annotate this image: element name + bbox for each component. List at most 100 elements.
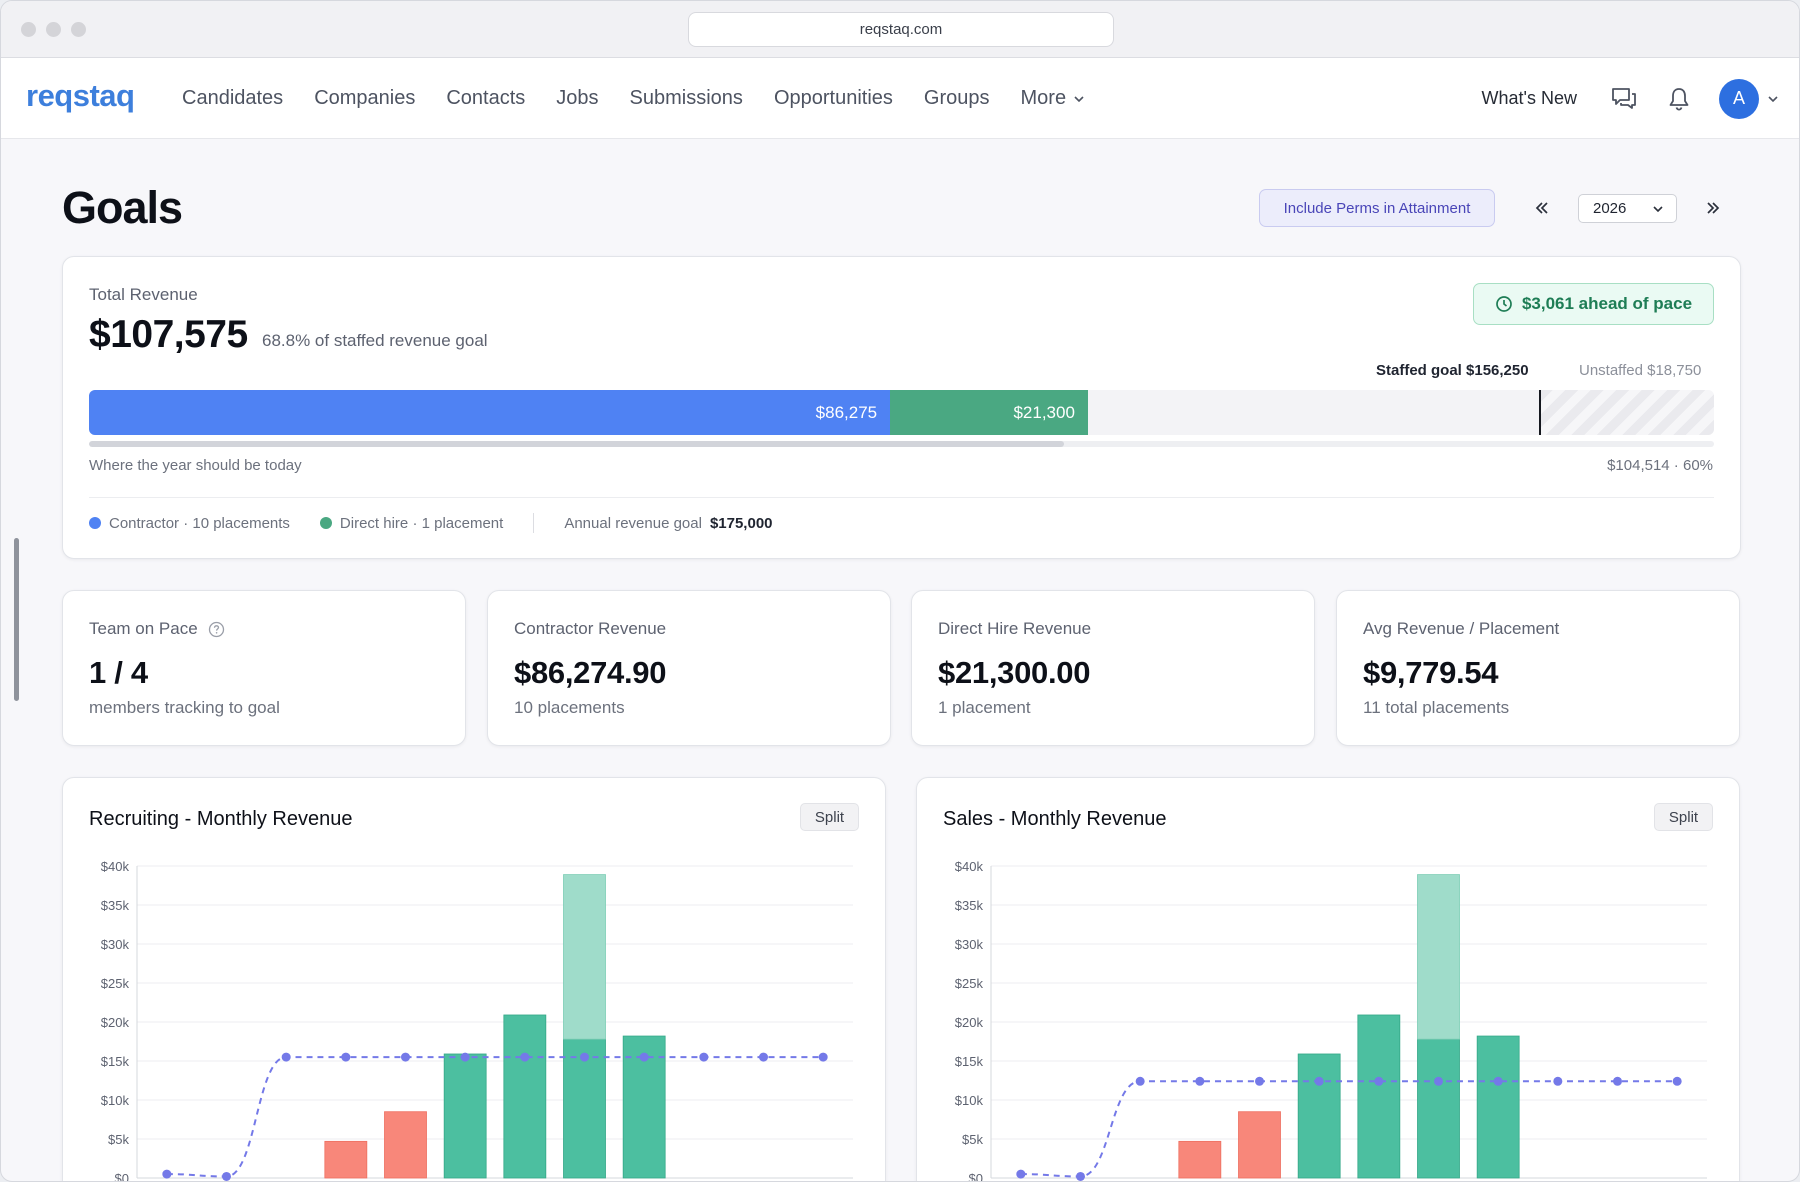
contractor-segment-label: $86,275 — [815, 402, 878, 422]
goal-point — [222, 1171, 231, 1181]
split-toggle-button[interactable]: Split — [1654, 803, 1713, 831]
legend-direct-label: Direct hire · 1 placement — [339, 514, 504, 532]
year-select[interactable]: 2026 — [1578, 194, 1677, 223]
minimize-window-button[interactable] — [46, 22, 61, 37]
previous-year-button[interactable] — [1528, 194, 1556, 222]
year-select-value: 2026 — [1593, 200, 1627, 217]
scrollbar-thumb[interactable] — [14, 538, 19, 701]
nav-item-candidates[interactable]: Candidates — [182, 87, 284, 109]
goal-point — [281, 1052, 291, 1062]
close-window-button[interactable] — [21, 22, 36, 37]
goal-point — [639, 1052, 649, 1062]
messages-button[interactable] — [1609, 84, 1639, 114]
recruiting-monthly-revenue-card: Recruiting - Monthly Revenue Split $0 $5k… — [62, 777, 886, 1181]
goal-point — [1076, 1171, 1085, 1181]
pace-value: $104,514 · 60% — [1607, 457, 1713, 474]
include-perms-toggle[interactable]: Include Perms in Attainment — [1259, 189, 1495, 227]
bar-at-goal — [1357, 1014, 1401, 1179]
bar-at-goal — [1476, 1035, 1520, 1179]
bar-at-goal — [1417, 1038, 1460, 1179]
bell-icon — [1669, 87, 1689, 111]
legend-contractor: Contractor · 10 placements — [89, 515, 290, 532]
app-logo[interactable]: reqstaq — [26, 78, 135, 113]
avg-revenue-per-placement-card: Avg Revenue / Placement $9,779.54 11 tot… — [1336, 590, 1740, 746]
stat-value: $9,779.54 — [1363, 655, 1499, 690]
bar-below-goal — [384, 1111, 427, 1179]
browser-titlebar: reqstaq.com — [1, 1, 1799, 58]
contractor-revenue-segment: $86,275 — [89, 390, 891, 435]
bar-extra — [1417, 874, 1460, 1040]
window-controls — [21, 22, 86, 37]
goal-point — [759, 1052, 768, 1062]
main-nav: Candidates Companies Contacts Jobs Submi… — [182, 58, 1116, 139]
goal-point — [1672, 1076, 1682, 1086]
maximize-window-button[interactable] — [71, 22, 86, 37]
bar-below-goal — [1178, 1140, 1222, 1179]
goal-point — [341, 1052, 351, 1062]
sales-revenue-chart: $0 $5k $10k $15k $20k $25k $30k $35k $40k — [955, 859, 1707, 1181]
y-tick-label: $40k — [955, 859, 984, 874]
sales-monthly-revenue-card: Sales - Monthly Revenue Split $0 $5k $10k $… — [916, 777, 1740, 1181]
nav-right: What's New A — [1482, 58, 1779, 139]
chevron-down-icon — [1074, 95, 1084, 102]
split-toggle-button[interactable]: Split — [800, 803, 859, 831]
goal-point — [1255, 1076, 1264, 1086]
bar-at-goal — [503, 1014, 547, 1179]
annual-goal-label: Annual revenue goal — [564, 514, 702, 532]
expected-pace-bar — [89, 441, 1714, 447]
double-chevron-left-icon — [1535, 202, 1548, 214]
goal-point — [1016, 1169, 1026, 1179]
clock-icon — [1496, 296, 1512, 312]
legend-contractor-label: Contractor · 10 placements — [109, 514, 290, 532]
goal-point — [401, 1052, 410, 1062]
stat-label: Contractor Revenue — [514, 619, 667, 638]
direct-hire-revenue-segment: $21,300 — [890, 390, 1088, 435]
contractor-dot — [89, 517, 101, 529]
nav-item-companies[interactable]: Companies — [314, 87, 416, 109]
double-chevron-right-icon — [1707, 202, 1720, 214]
stat-label: Avg Revenue / Placement — [1363, 619, 1560, 638]
stat-value: 1 / 4 — [89, 655, 148, 690]
nav-item-more[interactable]: More — [1021, 87, 1086, 110]
legend-direct-hire: Direct hire · 1 placement — [319, 514, 504, 532]
divider — [89, 497, 1714, 498]
account-menu-toggle[interactable] — [1767, 93, 1779, 105]
stat-subtext: members tracking to goal — [89, 698, 280, 717]
y-tick-label: $40k — [101, 859, 130, 874]
nav-item-groups[interactable]: Groups — [923, 87, 990, 109]
url-text: reqstaq.com — [859, 21, 943, 38]
y-tick-label: $15k — [955, 1054, 984, 1069]
help-icon[interactable] — [208, 621, 225, 638]
bar-at-goal — [622, 1035, 666, 1179]
nav-item-more-label: More — [1020, 87, 1067, 109]
nav-item-opportunities[interactable]: Opportunities — [773, 87, 893, 109]
app-navbar: reqstaq Candidates Companies Contacts Jo… — [1, 58, 1799, 139]
staffed-goal-label: Staffed goal $156,250 — [1376, 362, 1529, 379]
bar-below-goal — [324, 1140, 368, 1179]
stat-subtext: 1 placement — [938, 698, 1031, 717]
stat-value: $86,274.90 — [514, 655, 667, 690]
whats-new-link[interactable]: What's New — [1481, 88, 1577, 108]
total-revenue-label: Total Revenue — [89, 285, 198, 304]
address-bar[interactable]: reqstaq.com — [688, 12, 1114, 47]
y-tick-label: $35k — [101, 898, 130, 913]
expected-pace-fill — [89, 441, 1064, 447]
avatar[interactable]: A — [1719, 78, 1759, 119]
pace-caption: Where the year should be today — [89, 457, 302, 474]
legend-separator — [533, 513, 535, 533]
goal-point — [1374, 1076, 1384, 1086]
bar-extra — [563, 874, 606, 1040]
chevron-down-icon — [1768, 95, 1778, 102]
goal-point — [460, 1052, 470, 1062]
goal-point — [1613, 1076, 1622, 1086]
nav-item-jobs[interactable]: Jobs — [556, 87, 599, 109]
stat-label: Direct Hire Revenue — [938, 619, 1092, 638]
nav-item-contacts[interactable]: Contacts — [446, 87, 526, 109]
y-tick-label: $30k — [955, 937, 984, 952]
y-tick-label: $10k — [955, 1093, 984, 1108]
goal-point — [580, 1052, 589, 1062]
next-year-button[interactable] — [1699, 194, 1727, 222]
revenue-progress-bar: $86,275 $21,300 — [89, 390, 1714, 435]
notifications-button[interactable] — [1664, 84, 1694, 114]
nav-item-submissions[interactable]: Submissions — [629, 87, 743, 109]
